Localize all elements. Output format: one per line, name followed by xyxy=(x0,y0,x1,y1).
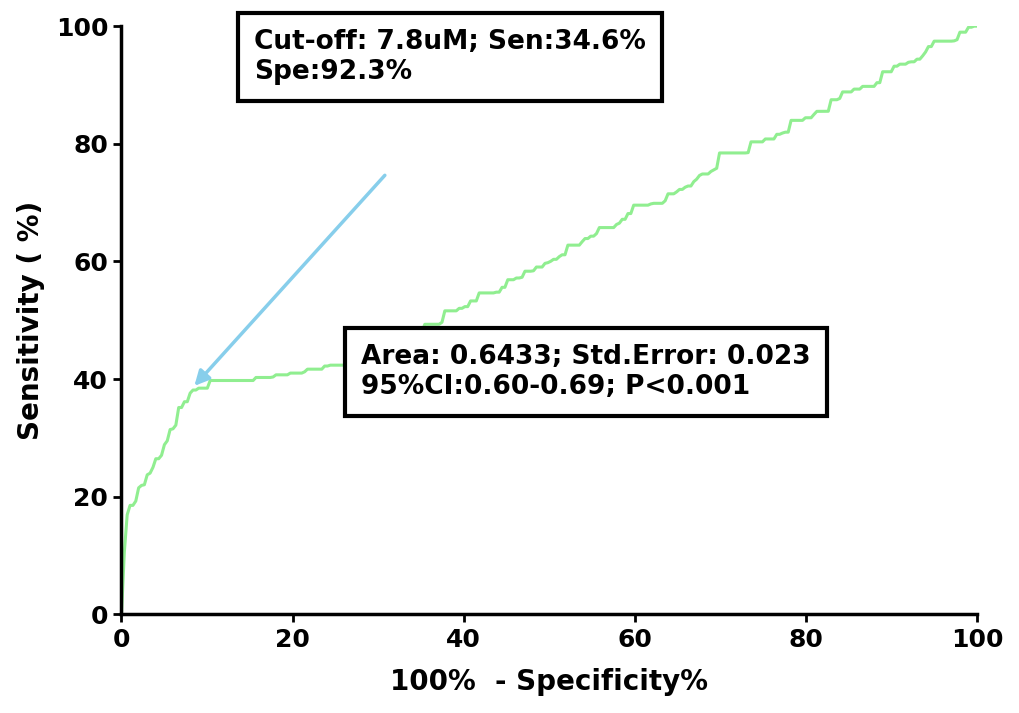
Text: Area: 0.6433; Std.Error: 0.023
95%CI:0.60-0.69; P<0.001: Area: 0.6433; Std.Error: 0.023 95%CI:0.6… xyxy=(361,344,810,400)
Y-axis label: Sensitivity ( %): Sensitivity ( %) xyxy=(16,200,45,440)
X-axis label: 100%  - Specificity%: 100% - Specificity% xyxy=(390,668,707,697)
Text: Cut-off: 7.8uM; Sen:34.6%
Spe:92.3%: Cut-off: 7.8uM; Sen:34.6% Spe:92.3% xyxy=(254,29,645,85)
